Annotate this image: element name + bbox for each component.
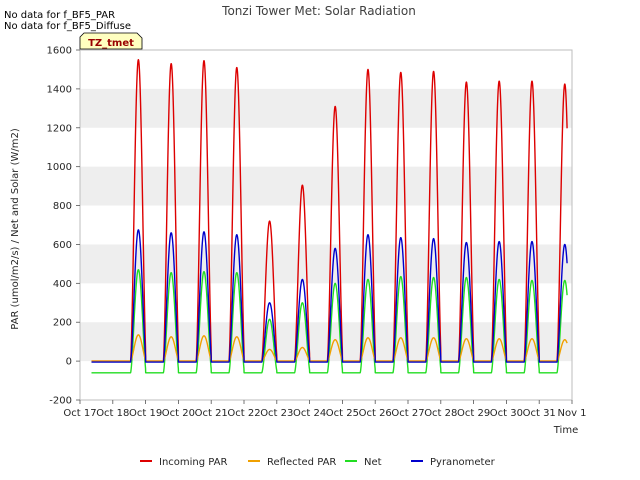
y-tick-label: 600 — [53, 240, 72, 251]
x-tick-label: Oct 17 — [63, 408, 96, 419]
x-tick-label: Oct 26 — [359, 408, 392, 419]
x-tick-label: Oct 20 — [162, 408, 195, 419]
x-tick-label: Oct 18 — [96, 408, 129, 419]
grid-band — [80, 88, 572, 128]
y-tick-label: 800 — [53, 201, 72, 212]
y-tick-label: 400 — [53, 279, 72, 290]
x-tick-label: Oct 22 — [227, 408, 260, 419]
grid-band — [80, 166, 572, 206]
note-no-data-par: No data for f_BF5_PAR — [4, 10, 115, 21]
legend: Incoming PAR Reflected PAR Net Pyranometer — [140, 457, 496, 468]
y-tick-label: 1400 — [47, 84, 72, 95]
note-no-data-diffuse: No data for f_BF5_Diffuse — [4, 21, 131, 32]
x-tick-label: Oct 31 — [523, 408, 556, 419]
plot-frame — [79, 49, 573, 401]
y-tick-label: 0 — [66, 357, 72, 368]
grid-band — [80, 322, 572, 362]
x-tick-label: Oct 19 — [129, 408, 162, 419]
series-line-net — [90, 269, 568, 374]
legend-entry: Net — [364, 457, 382, 468]
x-tick-label: Oct 28 — [424, 408, 457, 419]
x-tick-label: Oct 29 — [457, 408, 490, 419]
x-tick-label: Oct 25 — [326, 408, 359, 419]
x-axis: Oct 17 Oct 18 Oct 19 Oct 20 Oct 21 Oct 22 Oct … — [63, 400, 587, 419]
grid-bands — [80, 88, 572, 362]
series-line-pyranometer — [90, 229, 568, 363]
grid-band — [80, 244, 572, 284]
legend-entry: Reflected PAR — [267, 457, 336, 468]
site-tag: TZ_tmet — [79, 32, 143, 50]
x-tick-label: Oct 27 — [391, 408, 424, 419]
x-tick-label: Oct 30 — [490, 408, 523, 419]
legend-entry: Pyranometer — [430, 457, 496, 468]
chart-title: Tonzi Tower Met: Solar Radiation — [221, 4, 416, 18]
x-tick-label: Oct 24 — [293, 408, 326, 419]
x-axis-label: Time — [553, 425, 578, 436]
x-tick-label: Oct 23 — [260, 408, 293, 419]
y-tick-label: 1600 — [47, 46, 72, 57]
y-tick-label: -200 — [49, 396, 72, 407]
series-line-reflected-par — [90, 334, 568, 362]
y-tick-label: 200 — [53, 318, 72, 329]
y-axis-label: PAR (umol/m2/s) / Net and Solar (W/m2) — [10, 128, 21, 330]
x-tick-label: Nov 1 — [557, 408, 586, 419]
series-layer — [90, 59, 568, 374]
legend-entry: Incoming PAR — [159, 457, 228, 468]
x-tick-label: Oct 21 — [195, 408, 228, 419]
site-tag-label: TZ_tmet — [88, 38, 134, 49]
y-tick-label: 1000 — [47, 162, 72, 173]
y-axis: -200 0 200 400 600 800 1000 1200 1400 1600 — [47, 46, 80, 407]
y-tick-label: 1200 — [47, 123, 72, 134]
